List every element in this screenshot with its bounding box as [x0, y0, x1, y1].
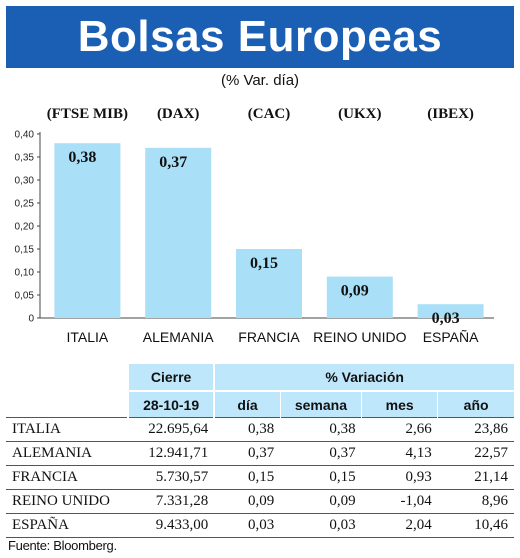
cell-name: FRANCIA: [6, 465, 128, 490]
cell-dia: 0,37: [214, 441, 281, 466]
cell-ano: 8,96: [437, 489, 514, 514]
category-label: REINO UNIDO: [313, 329, 406, 345]
bar-chart: 0 0,05 0,10 0,15 0,20 0,25 0,30 0,35 0,40 0,38 (FT…: [15, 106, 494, 345]
cell-semana: 0,37: [280, 441, 362, 466]
y-tick-label: 0,05: [15, 291, 35, 302]
y-tick-label: 0,20: [15, 222, 35, 233]
cell-ano: 23,86: [437, 417, 514, 442]
index-code-label: (FTSE MIB): [47, 106, 128, 122]
bar: [145, 147, 212, 318]
y-tick-label: 0,40: [15, 130, 35, 141]
table-row: REINO UNIDO 7.331,28 0,09 0,09 -1,04 8,96: [6, 489, 514, 514]
cell-ano: 21,14: [437, 465, 514, 490]
bar: [54, 143, 121, 318]
table-body: ITALIA 22.695,64 0,38 0,38 2,66 23,86 ALEMANIA…: [6, 417, 514, 538]
category-label: ALEMANIA: [143, 329, 214, 345]
bar-value-label: 0,15: [250, 255, 278, 272]
cell-ano: 10,46: [437, 513, 514, 538]
bar-value-label: 0,38: [68, 149, 96, 166]
cell-dia: 0,15: [214, 465, 281, 490]
header-mes: mes: [361, 390, 438, 418]
y-tick-label: 0,35: [15, 153, 35, 164]
table-header-row-1: Cierre % Variación: [6, 364, 514, 391]
cell-name: ALEMANIA: [6, 441, 128, 466]
index-code-label: (DAX): [157, 106, 200, 122]
header-fecha: 28-10-19: [126, 390, 215, 418]
table-row: ALEMANIA 12.941,71 0,37 0,37 4,13 22,57: [6, 441, 514, 466]
header-dia: día: [213, 390, 281, 418]
cell-dia: 0,09: [214, 489, 281, 514]
cell-dia: 0,03: [214, 513, 281, 538]
y-tick-label: 0,10: [15, 268, 35, 279]
index-code-label: (IBEX): [427, 106, 474, 122]
table-row: ITALIA 22.695,64 0,38 0,38 2,66 23,86: [6, 417, 514, 442]
source-note: Fuente: Bloomberg.: [8, 538, 117, 553]
cell-mes: 2,04: [361, 513, 438, 538]
y-tick-label: 0,15: [15, 245, 35, 256]
cell-mes: 4,13: [361, 441, 438, 466]
cell-cierre: 22.695,64: [127, 417, 215, 442]
header-ano: año: [437, 390, 514, 418]
y-tick-label: 0: [28, 314, 34, 325]
cell-semana: 0,09: [280, 489, 362, 514]
cell-semana: 0,03: [280, 513, 362, 538]
bar-value-label: 0,09: [341, 283, 369, 300]
y-tick-label: 0,25: [15, 199, 35, 210]
y-tick-label: 0,30: [15, 176, 35, 187]
header-semana: semana: [279, 390, 362, 418]
bar-value-label: 0,37: [159, 154, 187, 171]
cell-cierre: 7.331,28: [127, 489, 215, 514]
cell-name: ITALIA: [6, 417, 128, 442]
header-empty-cell: [6, 364, 128, 391]
cell-semana: 0,38: [280, 417, 362, 442]
cell-name: REINO UNIDO: [6, 489, 128, 514]
header-variacion: % Variación: [213, 364, 514, 391]
category-label: ESPAÑA: [423, 329, 479, 345]
cell-mes: -1,04: [361, 489, 438, 514]
cell-mes: 0,93: [361, 465, 438, 490]
index-code-label: (UKX): [338, 106, 381, 122]
cell-cierre: 9.433,00: [127, 513, 215, 538]
chart-title: Bolsas Europeas: [77, 12, 443, 61]
category-label: ITALIA: [67, 329, 109, 345]
cell-cierre: 12.941,71: [127, 441, 215, 466]
header-cierre: Cierre: [126, 364, 215, 391]
cell-dia: 0,38: [214, 417, 281, 442]
chart-subtitle: (% Var. día): [220, 72, 300, 89]
cell-ano: 22,57: [437, 441, 514, 466]
bar: [326, 276, 393, 318]
header-empty-cell-2: [6, 391, 128, 418]
cell-name: ESPAÑA: [6, 513, 128, 538]
bar: [417, 304, 484, 318]
table-row: FRANCIA 5.730,57 0,15 0,15 0,93 21,14: [6, 465, 514, 490]
bar: [236, 249, 302, 318]
cell-mes: 2,66: [361, 417, 438, 442]
table-row: ESPAÑA 9.433,00 0,03 0,03 2,04 10,46: [6, 513, 514, 538]
cell-semana: 0,15: [280, 465, 362, 490]
market-table: Cierre % Variación 28-10-19 día semana m…: [6, 364, 514, 538]
table-header-row-2: 28-10-19 día semana mes año: [6, 390, 514, 418]
bar-value-label: 0,03: [432, 310, 460, 327]
category-label: FRANCIA: [238, 329, 300, 345]
index-code-label: (CAC): [248, 106, 291, 122]
title-banner: Bolsas Europeas: [6, 6, 514, 68]
cell-cierre: 5.730,57: [127, 465, 215, 490]
